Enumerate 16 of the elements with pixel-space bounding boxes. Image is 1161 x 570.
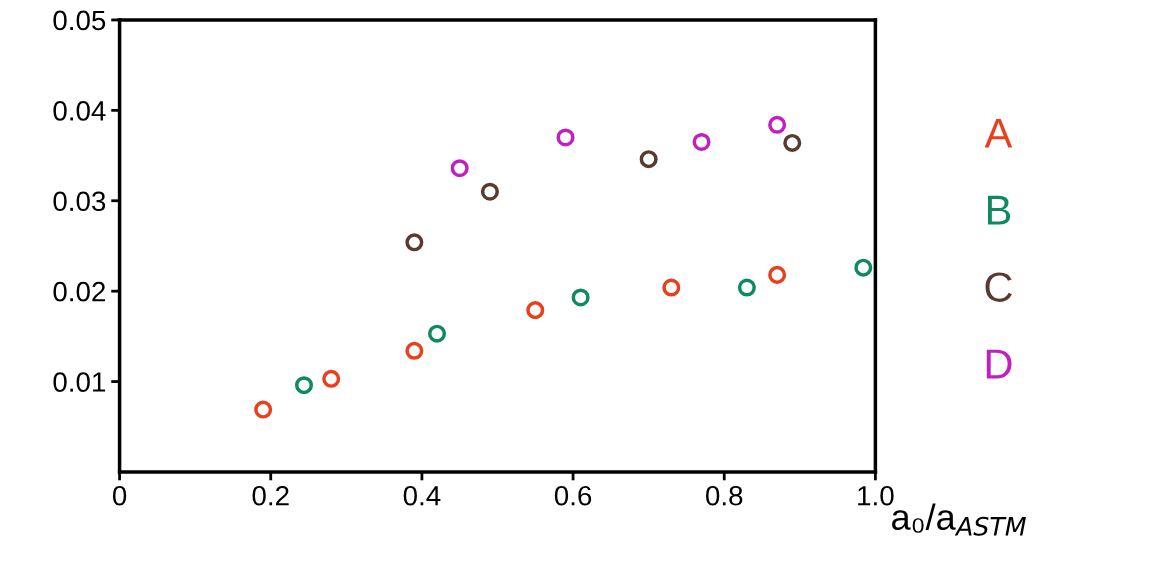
x-axis-title: a₀/a$_{ASTM}$ — [892, 503, 1026, 536]
y-tick-label: 0.01 — [53, 372, 106, 392]
x-tick-label: 0.4 — [403, 485, 441, 506]
y-tick-label: 0.02 — [53, 281, 105, 302]
text: C — [985, 272, 1012, 302]
text: A — [984, 118, 1013, 148]
y-tick-label: 0.05 — [53, 10, 106, 31]
x-tick-label: 0 — [112, 485, 127, 506]
x-tick-label: 0.6 — [554, 485, 592, 506]
y-tick-label: 0.03 — [53, 191, 106, 212]
x-tick-label: 0.2 — [252, 485, 289, 506]
x-tick-label: 0.8 — [706, 485, 743, 506]
text: D — [986, 349, 1012, 379]
x-tick-label: 1.0 — [858, 485, 894, 506]
y-tick-label: 0.04 — [53, 101, 106, 121]
text: B — [987, 195, 1011, 225]
